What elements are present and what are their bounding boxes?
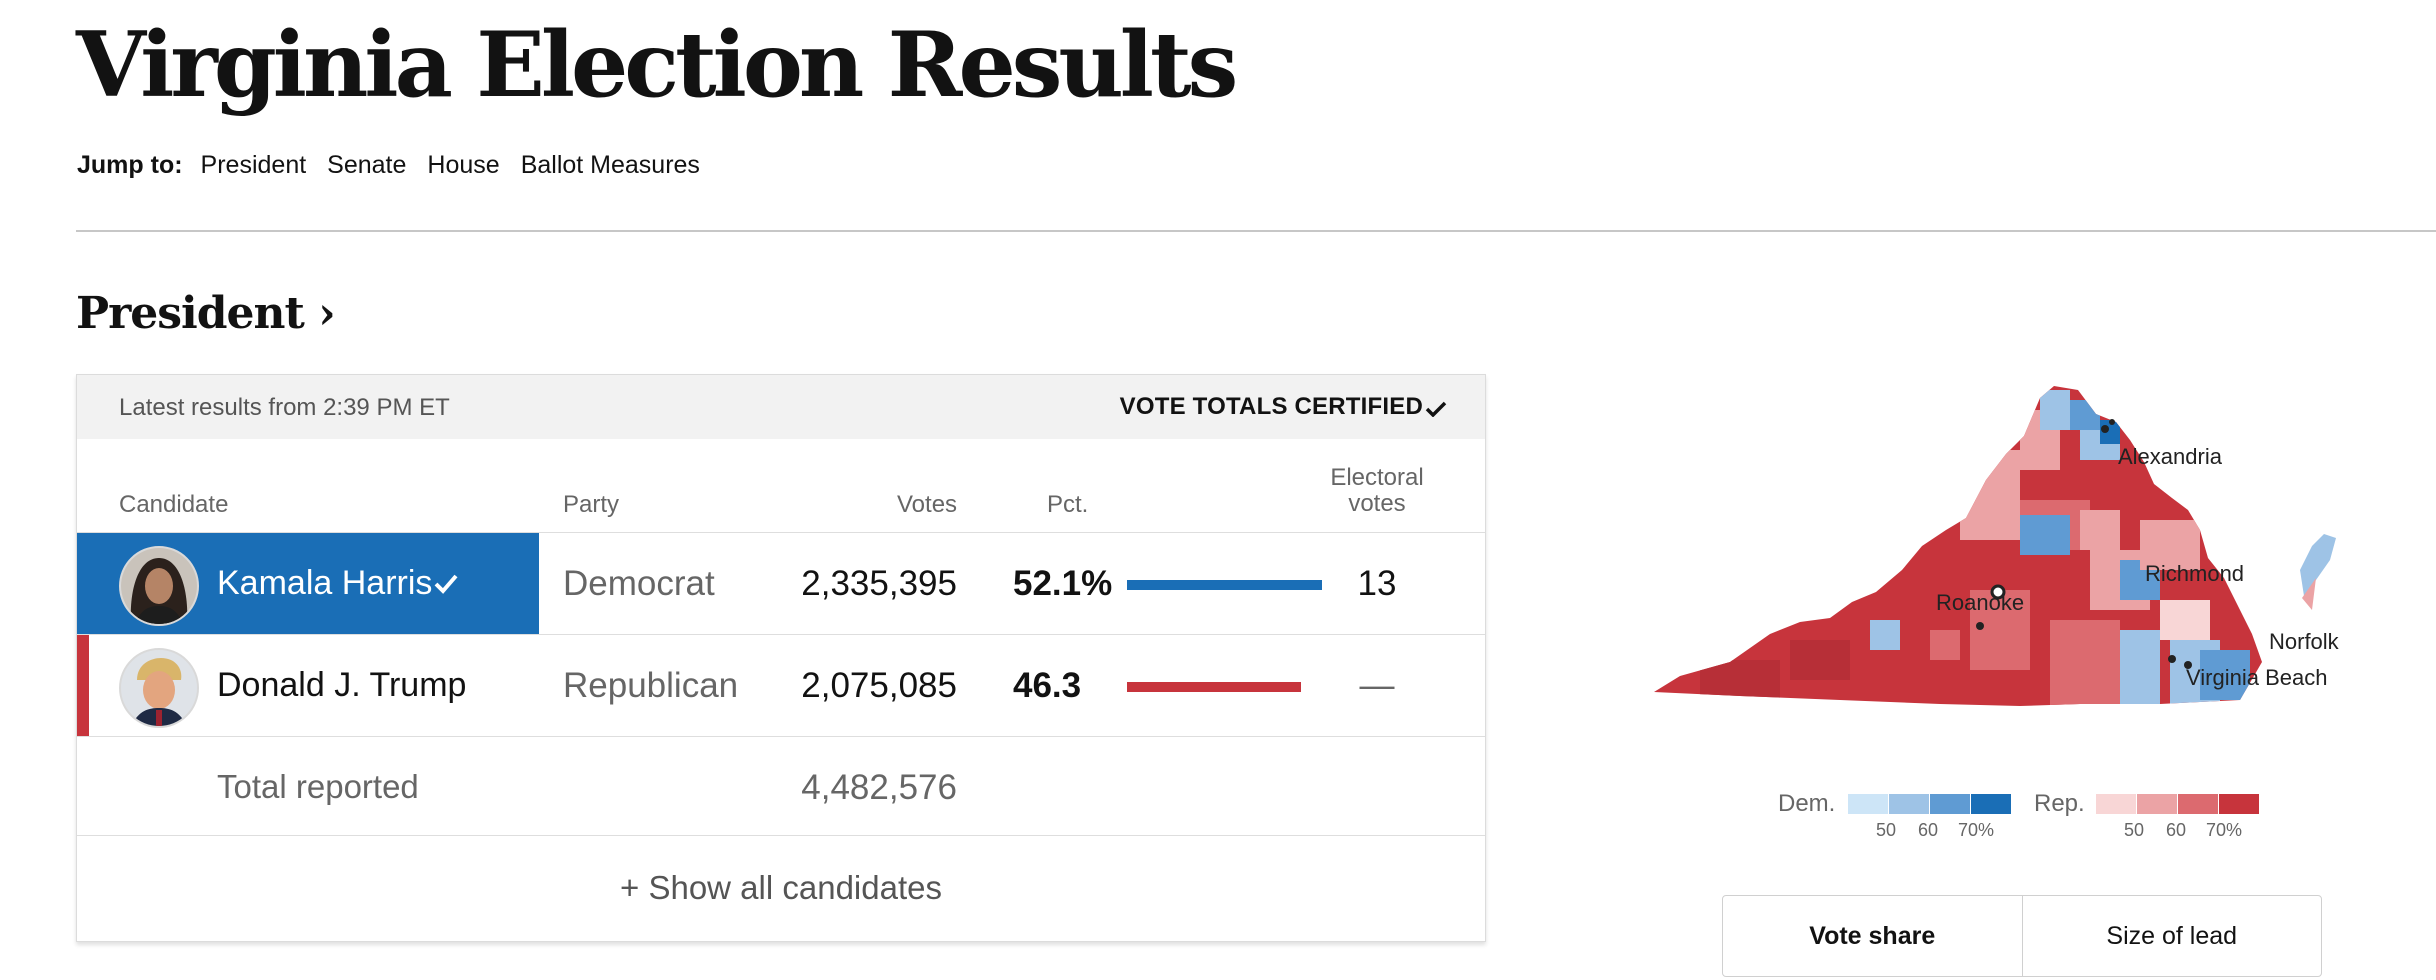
nav-link-ballot-measures[interactable]: Ballot Measures — [520, 151, 700, 179]
toggle-vote-share[interactable]: Vote share — [1809, 921, 1936, 950]
legend-swatch — [2178, 794, 2218, 814]
city-markers — [1976, 419, 2192, 669]
eastern-shore — [2300, 534, 2336, 596]
jump-label: Jump to: — [77, 151, 183, 179]
column-header-candidate: Candidate — [119, 491, 229, 518]
city-label-alexandria: Alexandria — [2118, 444, 2223, 469]
section-heading-president[interactable]: President › — [76, 288, 336, 339]
city-label-roanoke: Roanoke — [1936, 590, 2024, 615]
legend-dem-label: Dem. — [1778, 790, 1836, 817]
pct-bar — [1127, 580, 1323, 590]
checkmark-icon — [1425, 401, 1447, 417]
electoral-votes: 13 — [1357, 564, 1397, 603]
jump-nav: Jump to: President Senate House Ballot M… — [77, 151, 721, 180]
pct-bar — [1127, 682, 1301, 692]
legend-rep-label: Rep. — [2034, 790, 2085, 817]
vote-pct: 46.3 — [1013, 666, 1082, 705]
candidate-name: Donald J. Trump — [217, 666, 467, 704]
nav-link-president[interactable]: President — [200, 151, 307, 179]
page-title: Virginia Election Results — [76, 12, 1238, 118]
column-header-pct: Pct. — [1047, 491, 1089, 518]
avatar-harris — [119, 546, 199, 626]
results-card: Latest results from 2:39 PM ET VOTE TOTA… — [76, 374, 1486, 942]
section-divider — [76, 230, 2436, 232]
city-label-richmond: Richmond — [2145, 561, 2244, 586]
certified-status: VOTE TOTALS CERTIFIED — [1119, 393, 1423, 420]
party-name: Democrat — [563, 564, 715, 603]
vote-pct: 52.1% — [1013, 564, 1113, 603]
legend-swatch — [2137, 794, 2177, 814]
legend-swatch — [1889, 794, 1929, 814]
legend-tick: 70% — [2206, 820, 2243, 840]
legend-swatch — [2219, 794, 2259, 814]
county-results-map[interactable]: Alexandria Richmond Roanoke Norfolk Virg… — [1640, 370, 2420, 710]
party-stripe — [77, 635, 89, 737]
vote-count: 2,075,085 — [801, 666, 957, 705]
table-row-total: Total reported 4,482,576 — [77, 736, 1485, 839]
legend-tick: 60 — [2166, 820, 2187, 840]
toggle-size-of-lead[interactable]: Size of lead — [2021, 896, 2322, 976]
vote-count: 2,335,395 — [801, 564, 957, 603]
avatar-trump — [119, 648, 199, 728]
legend-tick: 50 — [2124, 820, 2145, 840]
map-mode-toggle: Vote share Size of lead — [1722, 895, 2322, 977]
total-votes: 4,482,576 — [801, 768, 957, 807]
legend-swatch — [2096, 794, 2136, 814]
nav-link-house[interactable]: House — [427, 151, 500, 179]
candidate-name: Kamala Harris — [217, 564, 433, 602]
table-row-harris: Kamala Harris Democrat 2,335,395 52.1% 1… — [77, 532, 1485, 635]
winner-checkmark-icon — [434, 574, 458, 594]
updated-timestamp: Latest results from 2:39 PM ET — [119, 394, 450, 421]
legend-swatch — [1930, 794, 1970, 814]
city-label-virginia-beach: Virginia Beach — [2186, 665, 2327, 690]
city-label-norfolk: Norfolk — [2269, 629, 2340, 654]
legend-tick: 60 — [1918, 820, 1939, 840]
column-header-votes: Votes — [897, 491, 958, 518]
nav-link-senate[interactable]: Senate — [327, 151, 407, 179]
party-name: Republican — [563, 666, 739, 705]
column-header-electoral-votes: Electoral votes — [1330, 464, 1424, 517]
legend-tick: 70% — [1958, 820, 1995, 840]
results-header: Latest results from 2:39 PM ET VOTE TOTA… — [77, 375, 1485, 439]
legend-swatch — [1848, 794, 1888, 814]
electoral-votes: — — [1359, 666, 1395, 705]
legend-swatch — [1971, 794, 2011, 814]
column-header-party: Party — [563, 491, 620, 518]
table-row-trump: Donald J. Trump Republican 2,075,085 46.… — [77, 634, 1485, 737]
total-label: Total reported — [217, 768, 419, 805]
show-all-candidates-button[interactable]: + Show all candidates — [77, 835, 1485, 940]
legend-tick: 50 — [1876, 820, 1897, 840]
